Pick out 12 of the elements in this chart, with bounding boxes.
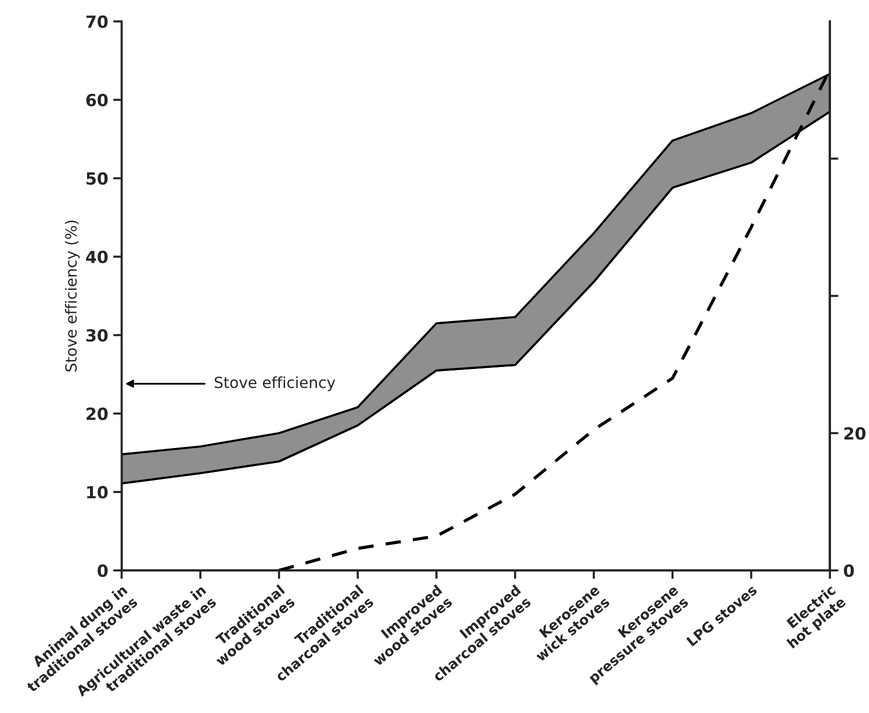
y-tick-label: 20 — [86, 408, 108, 420]
y-tick-label: 40 — [86, 250, 108, 264]
annotation: Stove efficiency — [214, 376, 336, 392]
y-tick-label: 50 — [86, 172, 108, 185]
y-tick-label: 10 — [87, 486, 108, 499]
y2-tick-label: 0 — [844, 564, 854, 577]
y-tick-label: 30 — [86, 329, 108, 342]
y-axis-title: Stove efficiency (%) — [64, 220, 80, 372]
y-tick-label: 70 — [86, 15, 108, 28]
y2-tick-label: 20 — [844, 427, 866, 440]
y-tick-label: 60 — [86, 94, 108, 106]
y-tick-label: 0 — [98, 564, 108, 577]
